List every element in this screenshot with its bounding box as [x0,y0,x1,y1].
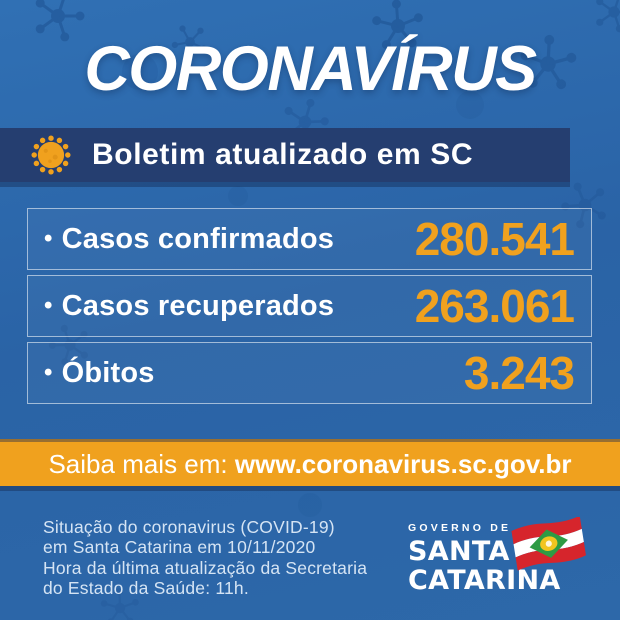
stat-value: 280.541 [414,213,575,265]
bullet-icon: • [44,292,53,319]
footer-line: do Estado da Saúde: 11h. [43,577,249,598]
stat-row-deaths: • Óbitos 3.243 [27,342,592,404]
page-title: CORONAVÍRUS [84,34,537,104]
info-band: Saiba mais em: www.coronavirus.sc.gov.br [0,439,620,486]
bullet-icon: • [44,225,53,252]
stat-label-text: Casos confirmados [61,222,335,255]
government-logo: GOVERNO DE SANTA CATARINA [408,517,593,596]
stat-label: • Óbitos [44,357,155,390]
info-prefix: Saiba mais em: [48,448,235,479]
virus-icon [31,135,71,175]
footer-line: Situação do coronavirus (COVID-19) [43,517,335,537]
stat-label: • Casos recuperados [44,290,334,323]
subtitle-label: Boletim atualizado em SC [92,138,474,171]
stat-label-text: Casos recuperados [61,289,335,322]
footer-note: Situação do coronavirus (COVID-19) em Sa… [43,517,367,598]
footer-line: em Santa Catarina em 10/11/2020 [43,537,316,558]
stat-value: 263.061 [414,280,575,332]
subtitle-band: Boletim atualizado em SC [0,128,570,182]
logo-catarina: CATARINA [408,564,561,596]
footer-line: Hora da última atualização da Secretaria [43,557,368,578]
stat-value: 3.243 [463,347,575,399]
stats-list: • Casos confirmados 280.541 • Casos recupe… [27,208,592,404]
stat-label-text: Óbitos [61,356,155,389]
santa-catarina-flag-icon [511,517,586,571]
logo-governo-de: GOVERNO DE [408,522,512,534]
stat-row-confirmed: • Casos confirmados 280.541 [27,208,592,270]
stat-row-recovered: • Casos recuperados 263.061 [27,275,592,337]
stat-label: • Casos confirmados [44,223,334,256]
website-link: www.coronavirus.sc.gov.br [234,448,572,479]
bullet-icon: • [44,359,53,386]
logo-santa: SANTA [408,536,510,567]
